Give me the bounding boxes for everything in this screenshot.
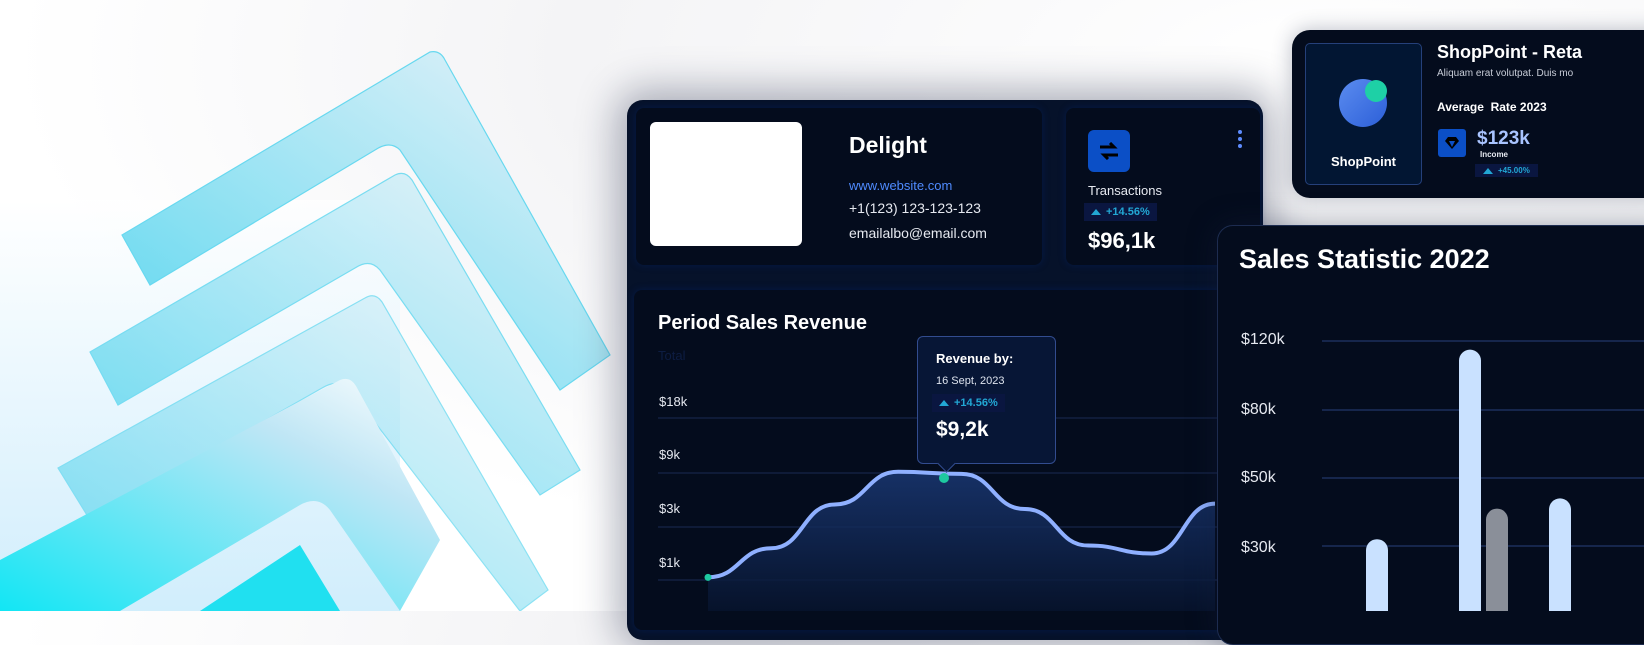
income-amount: $123k xyxy=(1477,128,1530,149)
sales-statistic-card: Sales Statistic 2022 $120k $80k $50k $30… xyxy=(1217,225,1644,645)
phone-text: +1(123) 123-123-123 xyxy=(849,200,981,216)
y-tick-label: $80k xyxy=(1241,401,1276,418)
swap-arrows-icon xyxy=(1088,130,1130,172)
diamond-icon xyxy=(1438,129,1466,157)
series-line xyxy=(707,469,1216,580)
shoppoint-description: Aliquam erat volutpat. Duis mo xyxy=(1437,68,1574,79)
profile-card: Delight www.website.com +1(123) 123-123-… xyxy=(636,108,1042,265)
y-tick-label: $50k xyxy=(1241,469,1276,486)
sales-statistic-title: Sales Statistic 2022 xyxy=(1239,244,1490,274)
y-tick-label: $3k xyxy=(659,501,680,516)
sales-statistic-chart xyxy=(1322,340,1644,611)
shoppoint-logo-text: ShopPoint xyxy=(1331,154,1396,169)
tooltip-heading: Revenue by: xyxy=(936,351,1014,366)
transactions-change-badge: +14.56% xyxy=(1084,203,1157,221)
website-link[interactable]: www.website.com xyxy=(849,178,953,193)
income-change: +45.00% xyxy=(1498,166,1530,175)
profile-name: Delight xyxy=(849,132,927,158)
bar xyxy=(1366,539,1388,611)
shoppoint-logo-tile: ShopPoint xyxy=(1305,43,1422,185)
email-text: emailalbo@email.com xyxy=(849,225,987,241)
profile-image xyxy=(650,122,802,246)
transactions-label: Transactions xyxy=(1088,183,1162,198)
y-tick-label: $120k xyxy=(1241,331,1285,348)
transactions-change: +14.56% xyxy=(1106,206,1150,218)
period-sales-subtitle: Total xyxy=(658,348,686,363)
up-triangle-icon xyxy=(939,400,949,406)
revenue-tooltip: Revenue by: 16 Sept, 2023 +14.56% $9,2k xyxy=(917,336,1056,464)
y-tick-label: $9k xyxy=(659,447,680,462)
bar xyxy=(1549,498,1571,611)
start-point xyxy=(704,573,712,581)
period-sales-chart xyxy=(658,417,1230,611)
shoppoint-title: ShopPoint - Reta xyxy=(1437,42,1582,62)
tooltip-value: $9,2k xyxy=(936,418,989,441)
bar xyxy=(1486,508,1508,611)
tooltip-change-badge: +14.56% xyxy=(932,394,1005,412)
up-triangle-icon xyxy=(1091,209,1101,215)
transactions-card: Transactions +14.56% $96,1k xyxy=(1066,108,1260,265)
up-triangle-icon xyxy=(1483,167,1493,174)
y-tick-label: $1k xyxy=(659,555,680,570)
bar xyxy=(1459,349,1481,611)
decorative-chevrons xyxy=(0,51,611,611)
shoppoint-card: ShopPoint ShopPoint - Reta Aliquam erat … xyxy=(1292,30,1644,198)
tooltip-date: 16 Sept, 2023 xyxy=(936,375,1005,387)
area-fill xyxy=(708,471,1215,611)
period-sales-title: Period Sales Revenue xyxy=(658,312,867,334)
average-rate-heading: Average Rate 2023 xyxy=(1437,100,1547,114)
more-vertical-icon[interactable] xyxy=(1238,130,1242,148)
shoppoint-logo-icon xyxy=(1339,79,1387,127)
tooltip-change: +14.56% xyxy=(954,397,998,409)
transactions-value: $96,1k xyxy=(1088,228,1156,253)
highlight-point xyxy=(939,473,949,483)
income-change-badge: +45.00% xyxy=(1475,164,1538,177)
y-tick-label: $30k xyxy=(1241,539,1276,556)
income-label: Income xyxy=(1480,150,1509,159)
y-tick-label: $18k xyxy=(659,394,688,409)
